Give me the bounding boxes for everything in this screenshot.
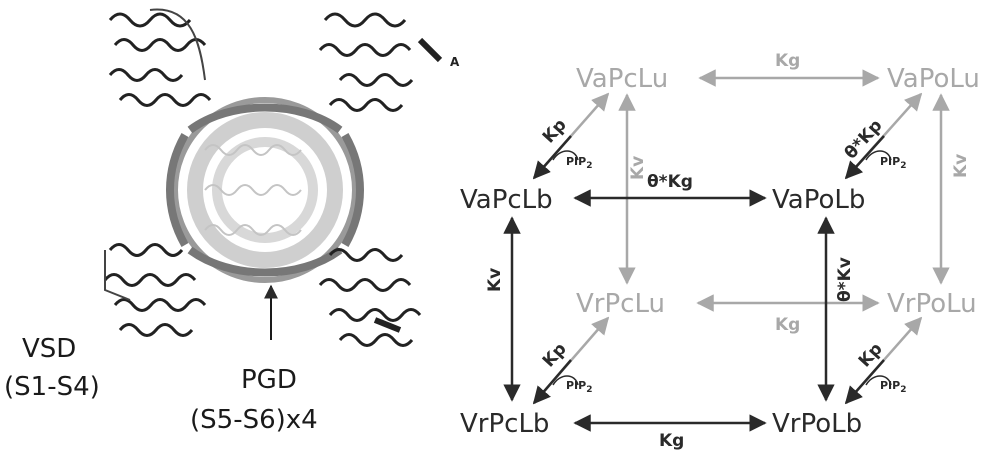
rate-kg-top: Kg: [775, 51, 800, 71]
state-vapolb: VaPoLb: [772, 185, 865, 215]
state-vrpclb: VrPcLb: [460, 409, 549, 439]
pip-label-top-left: PIP2: [566, 155, 592, 171]
vsd-label-line1: VSD: [22, 334, 76, 364]
state-vapclb: VaPcLb: [460, 185, 553, 215]
pip-label-top-right: PIP2: [880, 155, 906, 171]
panel-label: A: [450, 55, 460, 69]
vsd-top-left: [108, 8, 212, 107]
pgd-label-line2: (S5-S6)x4: [190, 405, 318, 435]
rate-kp-bottom-right: Kp: [855, 339, 887, 371]
pip-hook-top-right: [865, 150, 892, 161]
vsd-label-line2: (S1-S4): [4, 372, 100, 402]
channel-structure-illustration: [103, 8, 443, 347]
state-vrpclu: VrPcLu: [576, 289, 665, 319]
state-vapolu: VaPoLu: [887, 64, 980, 94]
kinetic-scheme: VaPcLu VaPoLu VaPcLb VaPoLb VrPcLu VrPoL…: [460, 51, 980, 451]
pip-hook-bottom-left: [552, 375, 579, 386]
rate-kv-left-back: Kv: [628, 156, 648, 180]
arrow-kp-top-right-dark: [844, 135, 885, 180]
arrow-kp-top-left-dark: [532, 135, 572, 180]
rate-kg-mid: Kg: [775, 315, 800, 335]
pip-hook-top-left: [552, 150, 579, 161]
pip-hook-bottom-right: [865, 375, 892, 386]
pore-coils: [204, 144, 302, 236]
state-vapclu: VaPcLu: [576, 64, 668, 94]
arrow-kp-bottom-left-dark: [532, 359, 572, 405]
rate-kv-left-front: Kv: [485, 268, 505, 292]
rate-theta-kg: θ*Kg: [647, 172, 693, 192]
arrow-kp-bottom-right-dark: [844, 359, 885, 405]
vsd-bottom-right: [318, 248, 422, 347]
rate-theta-kv: θ*Kv: [835, 257, 855, 302]
vsd-bottom-left: [103, 243, 207, 337]
rate-kv-right-back: Kv: [951, 154, 971, 178]
pip-label-bottom-left: PIP2: [566, 379, 592, 395]
state-vrpolb: VrPoLb: [772, 409, 862, 439]
rate-kg-bottom: Kg: [659, 431, 684, 451]
pip-label-bottom-right: PIP2: [880, 379, 906, 395]
pore-domain: [166, 97, 364, 283]
pgd-label-line1: PGD: [241, 365, 297, 395]
vsd-top-right: [318, 12, 443, 112]
state-vrpolu: VrPoLu: [887, 289, 977, 319]
